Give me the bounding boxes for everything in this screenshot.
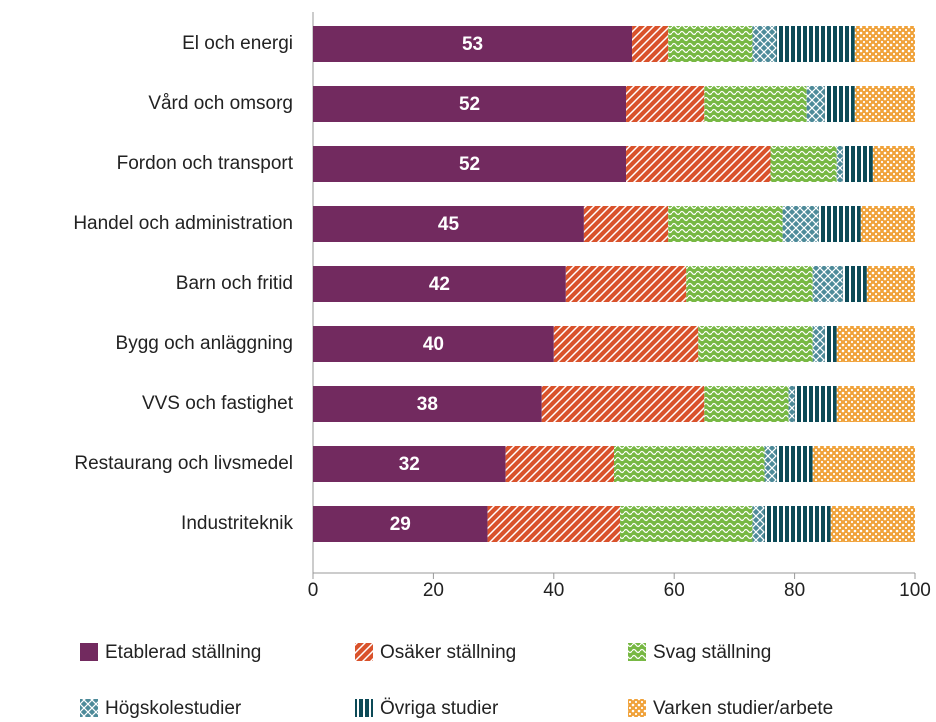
y-tick-label: Vård och omsorg <box>148 93 293 114</box>
legend-swatch <box>628 699 646 717</box>
y-tick-label: Fordon och transport <box>117 153 294 174</box>
legend-swatch <box>628 643 646 661</box>
bar-segment <box>752 26 777 62</box>
data-label: 32 <box>399 454 420 475</box>
bar-segment <box>698 326 813 362</box>
data-label: 42 <box>429 274 450 295</box>
legend-swatch <box>355 699 373 717</box>
bar-segment <box>313 506 488 542</box>
bar-segment <box>565 266 687 302</box>
bar-segment <box>830 506 915 542</box>
y-tick-label: Handel och administration <box>73 213 293 234</box>
legend-swatch <box>80 643 98 661</box>
bar-segment <box>313 26 633 62</box>
bar-segment <box>788 386 795 422</box>
bar-segment <box>632 26 669 62</box>
bar-segment <box>770 146 837 182</box>
legend-label: Svag ställning <box>653 642 771 663</box>
bar-segment <box>776 26 855 62</box>
data-label: 40 <box>423 334 444 355</box>
bar-segment <box>836 326 915 362</box>
data-label: 52 <box>459 94 480 115</box>
data-label: 45 <box>438 214 460 235</box>
y-tick-label: VVS och fastighet <box>142 393 294 414</box>
bar-segment <box>620 506 753 542</box>
bar-segment <box>818 206 861 242</box>
bar-segment <box>313 326 554 362</box>
bar-segment <box>313 386 542 422</box>
bar-segment <box>553 326 699 362</box>
legend-label: Högskolestudier <box>105 698 242 719</box>
y-tick-label: El och energi <box>182 33 293 54</box>
bar-segment <box>487 506 621 542</box>
bar-segment <box>836 146 843 182</box>
x-tick-label: 20 <box>423 580 444 601</box>
data-label: 38 <box>417 394 438 415</box>
x-tick-label: 40 <box>543 580 564 601</box>
data-label: 53 <box>462 34 483 55</box>
bar-segment <box>854 86 915 122</box>
x-tick-label: 80 <box>784 580 805 601</box>
bar-segment <box>668 26 753 62</box>
bar-segment <box>866 266 915 302</box>
bar-segment <box>812 266 843 302</box>
y-tick-label: Bygg och anläggning <box>116 333 293 354</box>
legend-label: Övriga studier <box>380 698 499 719</box>
bar-segment <box>668 206 783 242</box>
bar-segment <box>806 86 825 122</box>
bar-segment <box>812 446 915 482</box>
y-tick-label: Restaurang och livsmedel <box>74 453 293 474</box>
legend-label: Osäker ställning <box>380 642 516 663</box>
bar-segment <box>824 326 837 362</box>
bar-segment <box>776 446 813 482</box>
bar-segment <box>764 506 831 542</box>
bar-segment <box>794 386 837 422</box>
legend-label: Etablerad ställning <box>105 642 261 663</box>
y-tick-label: Barn och fritid <box>176 273 293 294</box>
bar-segment <box>860 206 915 242</box>
bar-segment <box>872 146 915 182</box>
bar-segment <box>842 266 867 302</box>
legend-swatch <box>80 699 98 717</box>
bar-segment <box>313 86 627 122</box>
bar-segment <box>704 386 789 422</box>
bar-segment <box>812 326 825 362</box>
bar-segment <box>541 386 705 422</box>
bar-segment <box>686 266 813 302</box>
legend-swatch <box>355 643 373 661</box>
bar-segment <box>313 446 506 482</box>
x-tick-label: 60 <box>664 580 685 601</box>
x-tick-label: 100 <box>899 580 931 601</box>
x-tick-label: 0 <box>308 580 319 601</box>
bar-segment <box>854 26 915 62</box>
y-tick-label: Industriteknik <box>181 513 293 534</box>
bar-segment <box>313 206 584 242</box>
legend-label: Varken studier/arbete <box>653 698 833 719</box>
bar-segment <box>505 446 614 482</box>
bar-segment <box>764 446 777 482</box>
bar-segment <box>583 206 669 242</box>
bar-segment <box>836 386 915 422</box>
bar-segment <box>313 266 566 302</box>
bar-segment <box>614 446 765 482</box>
data-label: 52 <box>459 154 480 175</box>
bar-segment <box>313 146 627 182</box>
bar-segment <box>824 86 855 122</box>
bar-segment <box>626 146 771 182</box>
bar-segment <box>704 86 807 122</box>
bar-segment <box>752 506 765 542</box>
bar-segment <box>842 146 873 182</box>
bar-segment <box>782 206 819 242</box>
data-label: 29 <box>390 514 411 535</box>
bar-segment <box>626 86 705 122</box>
